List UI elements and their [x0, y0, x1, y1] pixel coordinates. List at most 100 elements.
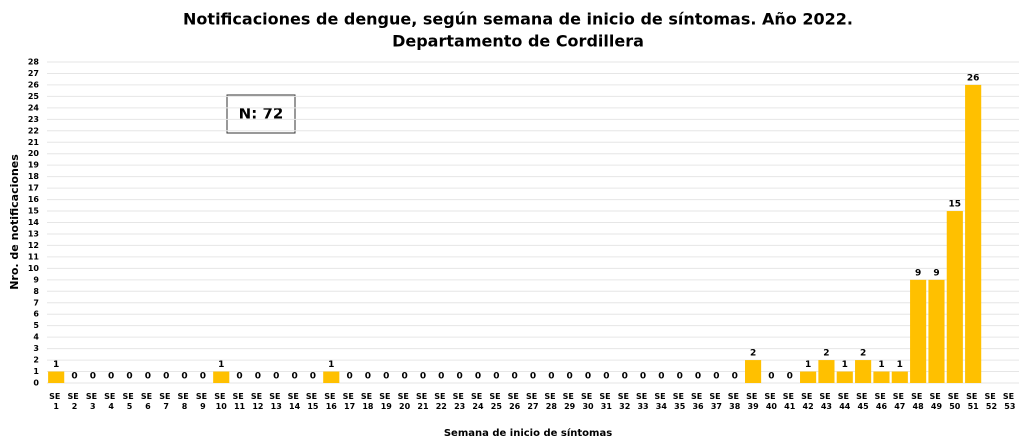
bar — [928, 279, 945, 383]
value-label: 1 — [878, 360, 884, 370]
y-tick-label: 14 — [28, 218, 40, 227]
value-label: 0 — [530, 372, 536, 382]
x-tick-label: SE 29 — [563, 392, 577, 411]
x-tick-label: SE 34 — [654, 392, 668, 411]
value-label: 0 — [90, 372, 96, 382]
y-tick-label: 3 — [33, 344, 39, 353]
value-label: 26 — [967, 73, 980, 83]
x-tick-label: SE 24 — [471, 392, 485, 411]
x-tick-label: SE 9 — [196, 392, 210, 411]
y-tick-label: 5 — [33, 321, 39, 330]
x-tick-label: SE 1 — [49, 392, 63, 411]
x-tick-label: SE 38 — [728, 392, 742, 411]
x-tick-label: SE 39 — [746, 392, 760, 411]
value-label: 0 — [438, 372, 444, 382]
x-tick-label: SE 42 — [801, 392, 815, 411]
y-tick-label: 22 — [28, 126, 39, 135]
x-tick-label: SE 6 — [141, 392, 155, 411]
y-tick-label: 12 — [28, 241, 39, 250]
value-label: 0 — [346, 372, 352, 382]
x-tick-label: SE 4 — [104, 392, 118, 411]
x-tick-label: SE 30 — [581, 392, 595, 411]
value-label: 0 — [677, 372, 683, 382]
y-tick-label: 10 — [28, 264, 40, 273]
y-tick-label: 28 — [28, 58, 40, 67]
annotation-box — [226, 94, 296, 134]
y-tick-label: 16 — [28, 195, 40, 204]
value-label: 0 — [126, 372, 132, 382]
x-tick-label: SE 44 — [838, 392, 852, 411]
bar — [800, 371, 817, 383]
x-tick-label: SE 25 — [489, 392, 503, 411]
y-tick-label: 27 — [28, 69, 39, 78]
bar — [48, 371, 65, 383]
value-label: 0 — [640, 372, 646, 382]
value-label: 0 — [695, 372, 701, 382]
value-label: 2 — [860, 349, 866, 359]
y-tick-label: 19 — [28, 161, 40, 170]
value-label: 0 — [622, 372, 628, 382]
bar — [891, 371, 908, 383]
x-tick-label: SE 53 — [1003, 392, 1017, 411]
y-tick-label: 24 — [28, 103, 40, 112]
x-tick-label: SE 41 — [783, 392, 797, 411]
value-label: 0 — [200, 372, 206, 382]
x-tick-label: SE 8 — [178, 392, 192, 411]
value-label: 0 — [255, 372, 261, 382]
value-label: 15 — [949, 200, 962, 210]
value-label: 9 — [933, 268, 939, 278]
y-tick-label: 17 — [28, 184, 39, 193]
x-tick-label: SE 28 — [544, 392, 558, 411]
bar — [323, 371, 340, 383]
value-label: 1 — [53, 360, 59, 370]
bar — [873, 371, 890, 383]
value-label: 0 — [310, 372, 316, 382]
y-tick-label: 23 — [28, 115, 39, 124]
value-label: 0 — [163, 372, 169, 382]
x-tick-label: SE 11 — [233, 392, 247, 411]
bar — [910, 279, 927, 383]
value-label: 0 — [108, 372, 114, 382]
x-tick-label: SE 19 — [379, 392, 393, 411]
value-label: 0 — [732, 372, 738, 382]
y-tick-label: 7 — [33, 298, 39, 307]
value-label: 1 — [218, 360, 224, 370]
value-label: 0 — [603, 372, 609, 382]
x-tick-label: SE 40 — [764, 392, 778, 411]
value-label: 0 — [420, 372, 426, 382]
value-label: 1 — [842, 360, 848, 370]
x-tick-label: SE 7 — [159, 392, 173, 411]
x-tick-label: SE 17 — [343, 392, 357, 411]
x-tick-label: SE 5 — [123, 392, 137, 411]
value-label: 0 — [567, 372, 573, 382]
value-label: 0 — [787, 372, 793, 382]
x-tick-label: SE 2 — [68, 392, 82, 411]
x-tick-label: SE 49 — [929, 392, 943, 411]
value-label: 0 — [273, 372, 279, 382]
value-label: 0 — [145, 372, 151, 382]
annotation: N: 72 — [239, 105, 284, 123]
bar — [946, 211, 963, 383]
value-label: 1 — [897, 360, 903, 370]
value-label: 1 — [805, 360, 811, 370]
y-tick-label: 9 — [33, 275, 39, 284]
value-label: 0 — [457, 372, 463, 382]
value-label: 1 — [328, 360, 334, 370]
chart-title: Notificaciones de dengue, según semana d… — [183, 10, 853, 29]
value-label: 0 — [548, 372, 554, 382]
x-tick-label: SE 37 — [709, 392, 723, 411]
x-tick-label: SE 31 — [599, 392, 613, 411]
value-label: 0 — [383, 372, 389, 382]
y-tick-label: 25 — [28, 92, 40, 101]
value-label: 0 — [401, 372, 407, 382]
x-tick-label: SE 50 — [948, 392, 962, 411]
x-tick-label: SE 14 — [288, 392, 302, 411]
bar — [818, 360, 835, 383]
value-label: 9 — [915, 268, 921, 278]
bar — [836, 371, 853, 383]
x-tick-label: SE 45 — [856, 392, 870, 411]
x-tick-label: SE 22 — [434, 392, 448, 411]
x-tick-label: SE 47 — [893, 392, 907, 411]
x-tick-label: SE 52 — [984, 392, 998, 411]
